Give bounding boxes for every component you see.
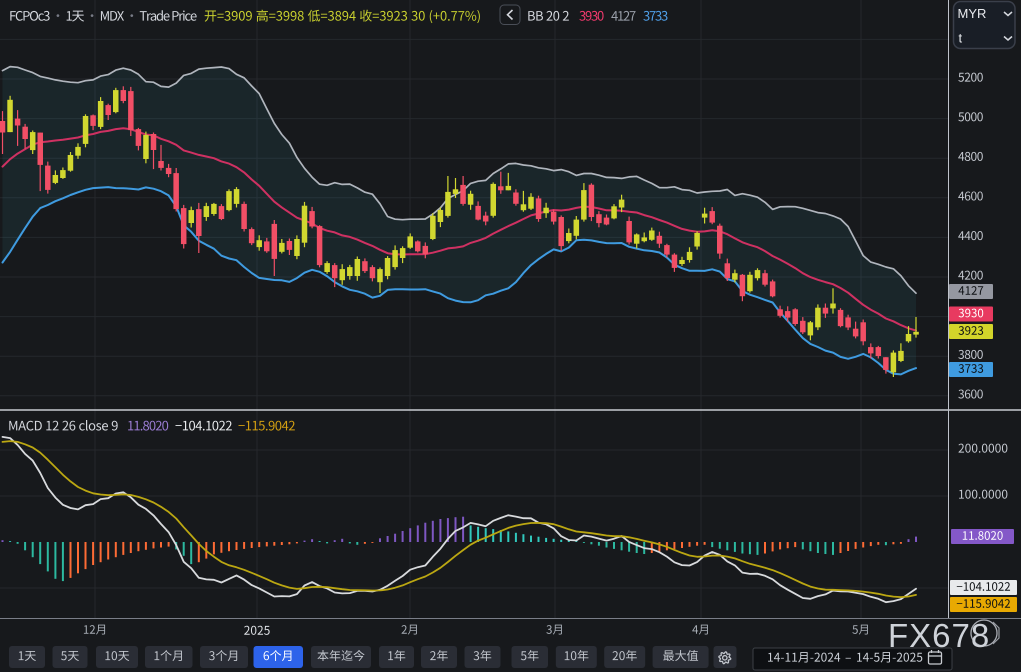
svg-text:t: t (959, 31, 963, 46)
svg-text:MYR: MYR (958, 6, 987, 21)
svg-text:FX678: FX678 (888, 617, 990, 654)
